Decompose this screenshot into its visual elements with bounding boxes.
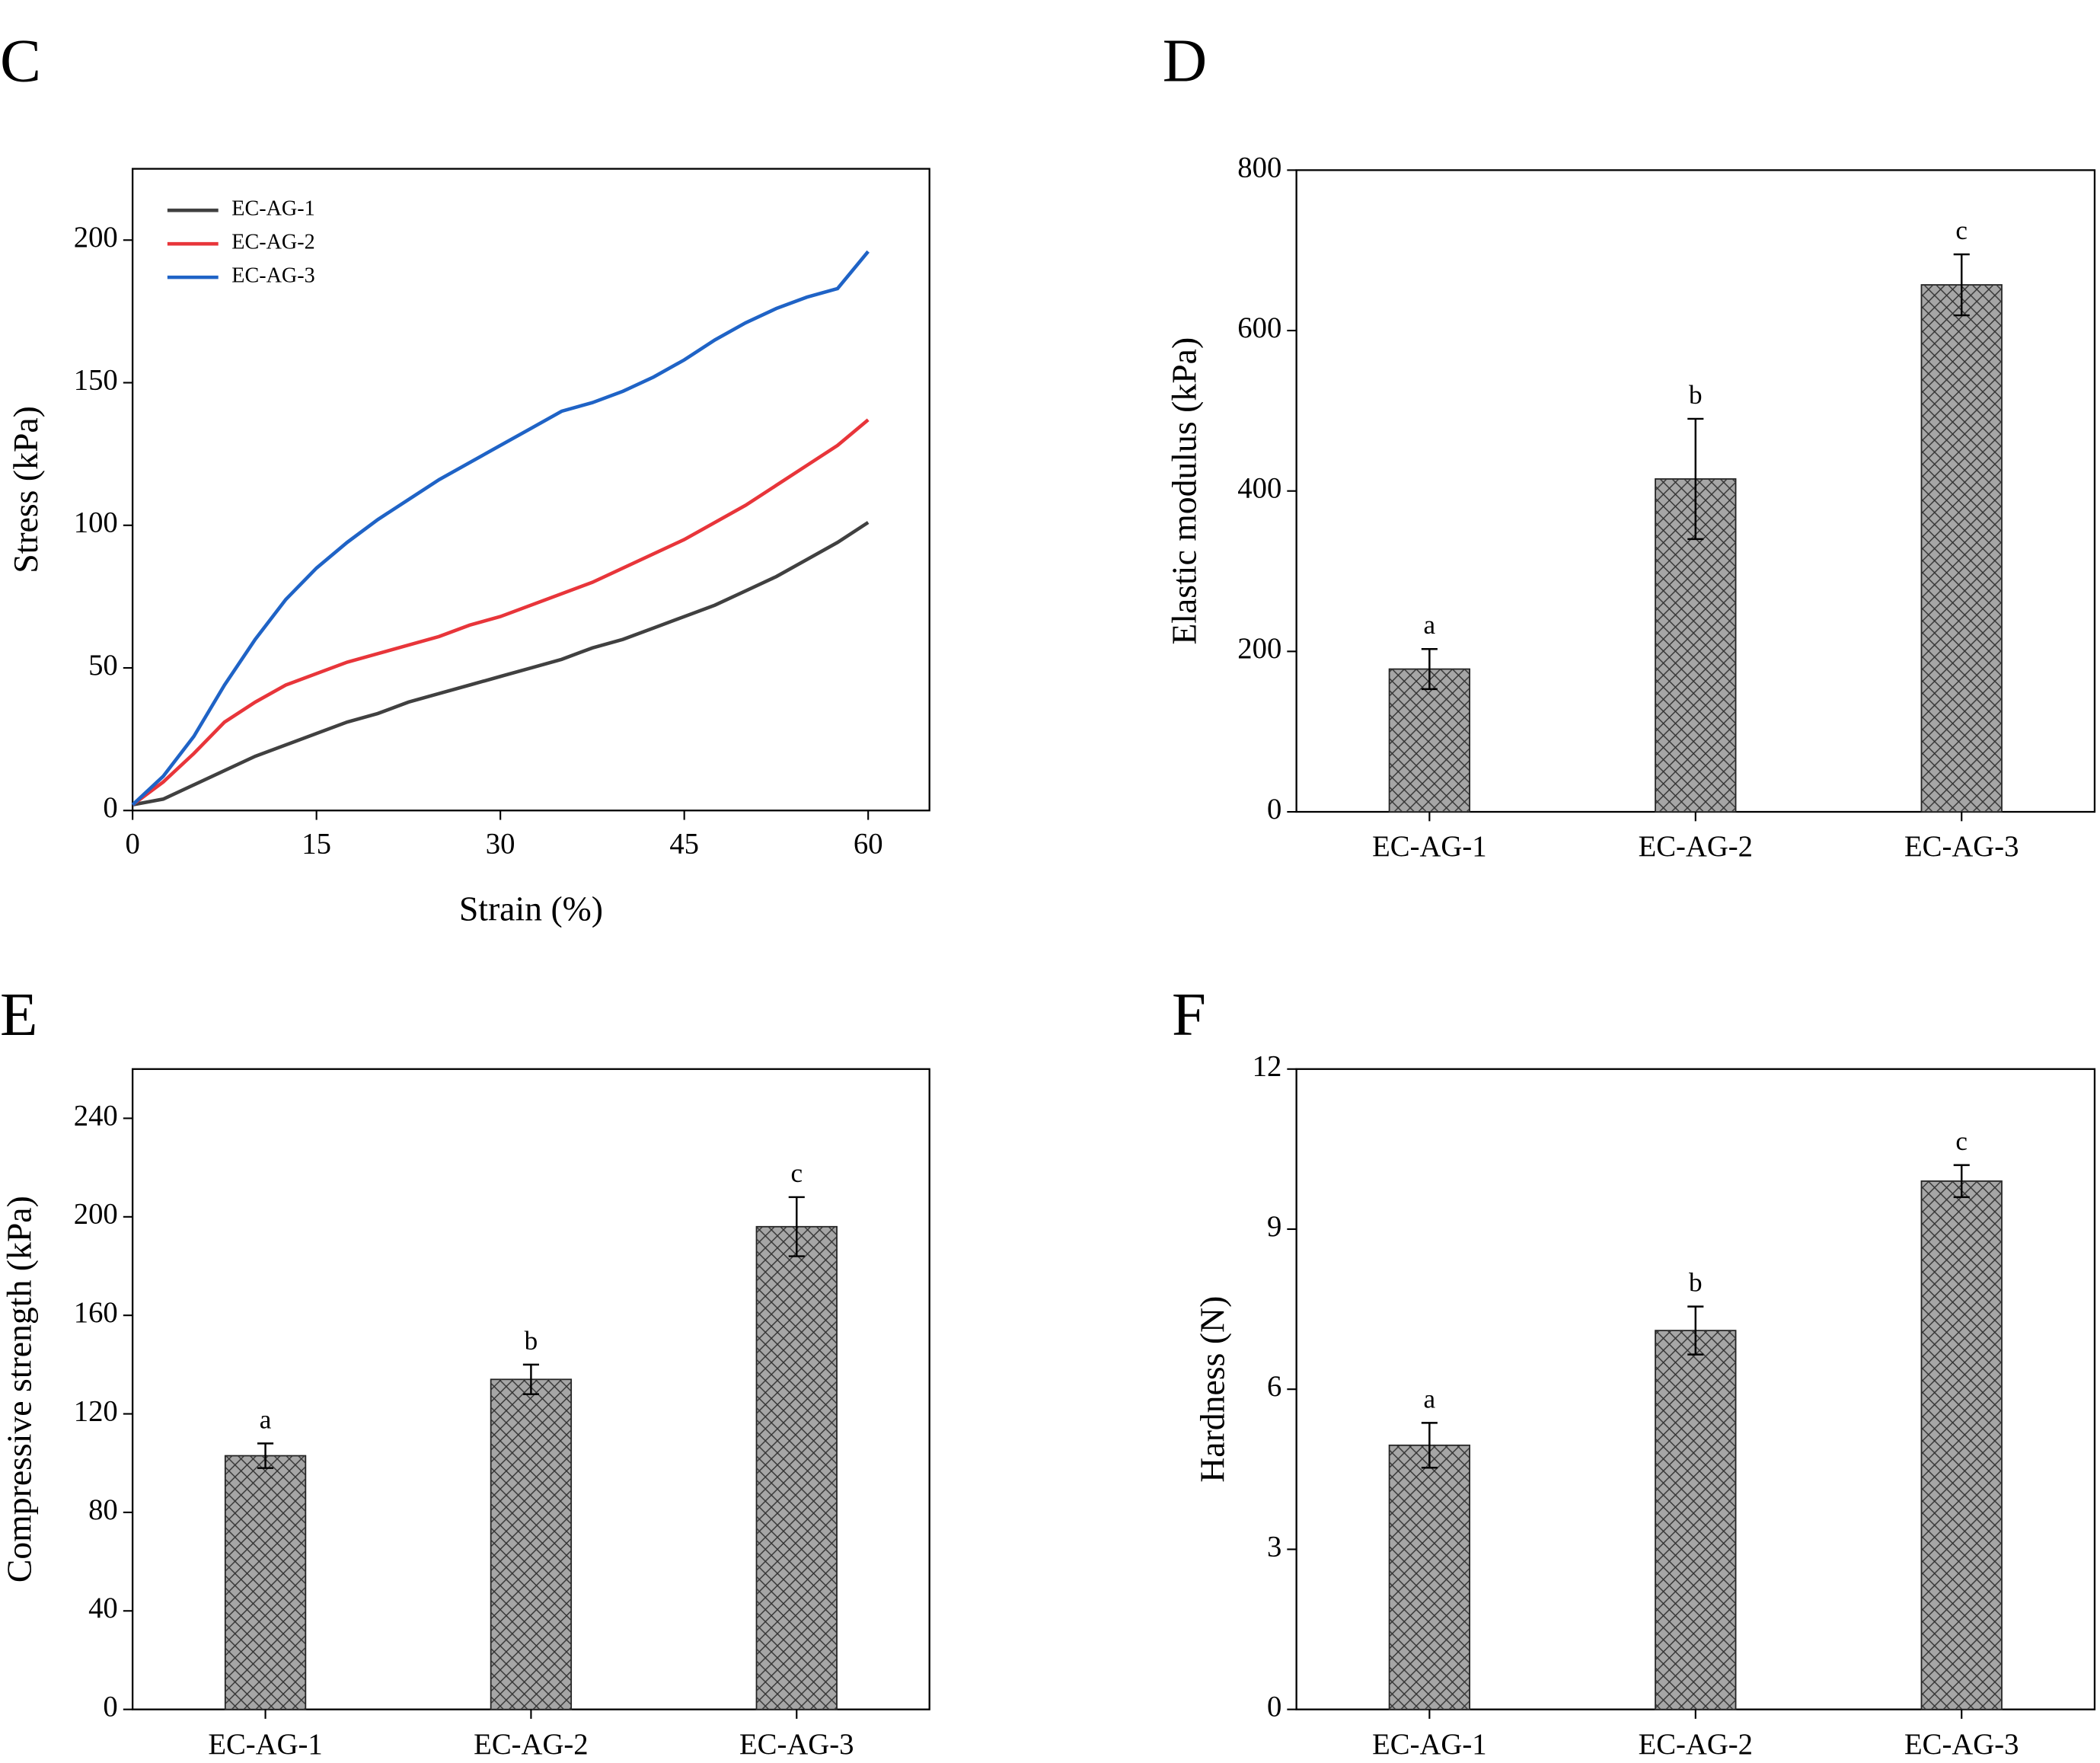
x-tick-label: EC-AG-1 — [208, 1729, 322, 1761]
bar-hatch — [756, 1226, 838, 1710]
y-tick-label: 40 — [88, 1592, 118, 1624]
legend-label: EC-AG-3 — [231, 264, 314, 288]
y-tick-label: 100 — [74, 507, 118, 539]
significance-letter: a — [1424, 1384, 1436, 1413]
y-tick-label: 160 — [74, 1297, 118, 1329]
y-axis-title: Hardness (N) — [1193, 1296, 1232, 1483]
y-tick-label: 200 — [74, 222, 118, 254]
y-tick-label: 0 — [1267, 794, 1281, 826]
significance-letter: b — [525, 1326, 538, 1356]
significance-letter: c — [1955, 216, 1968, 245]
y-tick-label: 150 — [74, 364, 118, 396]
x-tick-label: 60 — [854, 829, 883, 861]
legend-label: EC-AG-1 — [231, 197, 314, 221]
error-bar — [1421, 647, 1438, 691]
significance-letter: c — [1955, 1126, 1968, 1156]
y-tick-label: 50 — [88, 650, 118, 682]
y-tick-label: 9 — [1267, 1211, 1281, 1243]
x-axis-title: Strain (%) — [459, 889, 603, 928]
line — [132, 521, 870, 807]
panel-label: C — [0, 27, 41, 95]
x-tick-label: 45 — [669, 829, 699, 861]
y-tick-label: 80 — [88, 1494, 118, 1526]
y-axis-title: Stress (kPa) — [6, 406, 45, 573]
bar-hatch — [1655, 1330, 1736, 1710]
y-tick-label: 800 — [1237, 152, 1281, 184]
bar-hatch — [1389, 1445, 1470, 1710]
significance-letter: a — [260, 1404, 272, 1434]
y-tick-label: 200 — [74, 1199, 118, 1231]
x-tick-label: EC-AG-2 — [1639, 1729, 1753, 1761]
error-bar — [257, 1442, 274, 1469]
legend-label: EC-AG-2 — [231, 231, 314, 254]
y-tick-label: 0 — [1267, 1691, 1281, 1723]
error-bar — [1687, 417, 1704, 541]
x-tick-label: EC-AG-2 — [474, 1729, 588, 1761]
y-tick-label: 600 — [1237, 312, 1281, 344]
y-tick-label: 0 — [103, 1691, 117, 1723]
error-bar — [1953, 1164, 1970, 1199]
y-axis-title: Compressive strength (kPa) — [0, 1196, 38, 1583]
error-bar — [1687, 1305, 1704, 1356]
bar-hatch — [1921, 1180, 2003, 1710]
y-tick-label: 3 — [1267, 1531, 1281, 1563]
significance-letter: c — [790, 1158, 803, 1188]
bar-hatch — [1389, 669, 1470, 813]
bar-hatch — [1921, 285, 2003, 813]
x-tick-label: 0 — [125, 829, 139, 861]
y-tick-label: 12 — [1253, 1051, 1282, 1083]
error-bar — [788, 1196, 805, 1257]
x-tick-label: EC-AG-1 — [1372, 1729, 1486, 1761]
error-bar — [522, 1363, 539, 1395]
x-tick-label: EC-AG-3 — [1904, 1729, 2019, 1761]
panel-label: D — [1163, 27, 1207, 95]
y-tick-label: 200 — [1237, 633, 1281, 665]
x-tick-label: EC-AG-2 — [1639, 831, 1753, 863]
x-tick-label: 15 — [302, 829, 331, 861]
y-tick-label: 400 — [1237, 473, 1281, 505]
y-axis-title: Elastic modulus (kPa) — [1165, 337, 1204, 645]
y-tick-label: 120 — [74, 1395, 118, 1427]
bar-hatch — [225, 1455, 306, 1710]
x-tick-label: EC-AG-1 — [1372, 831, 1486, 863]
panel-label: E — [0, 980, 37, 1049]
error-bar — [1421, 1422, 1438, 1469]
x-tick-label: EC-AG-3 — [739, 1729, 854, 1761]
bar-hatch — [490, 1379, 572, 1710]
plot-frame — [131, 168, 930, 812]
error-bar — [1953, 253, 1970, 317]
line — [131, 250, 870, 806]
y-tick-label: 0 — [103, 792, 117, 824]
significance-letter: b — [1689, 380, 1703, 410]
significance-letter: b — [1689, 1268, 1703, 1298]
x-tick-label: 30 — [486, 829, 515, 861]
y-tick-label: 240 — [74, 1100, 118, 1132]
y-tick-label: 6 — [1267, 1371, 1281, 1403]
panel-label: F — [1172, 980, 1206, 1049]
x-tick-label: EC-AG-3 — [1904, 831, 2019, 863]
line — [131, 418, 870, 806]
significance-letter: a — [1424, 610, 1436, 640]
